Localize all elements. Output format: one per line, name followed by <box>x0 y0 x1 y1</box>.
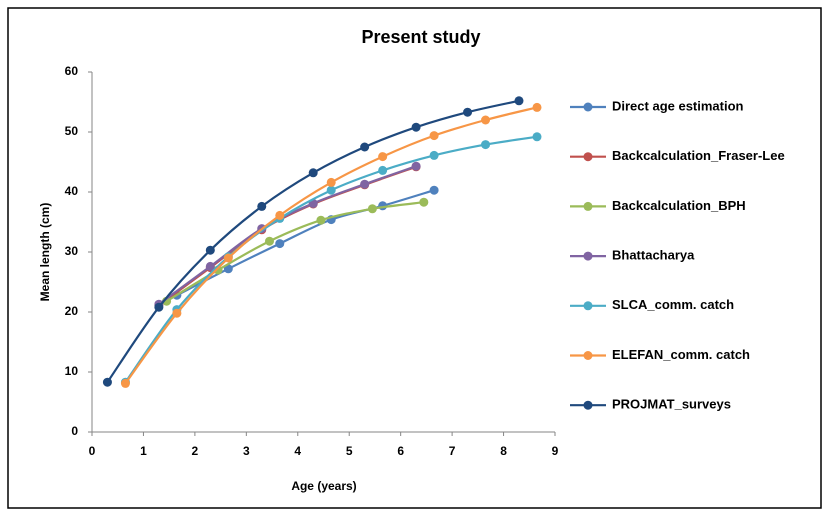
series-line <box>106 99 520 383</box>
legend-marker <box>583 400 593 410</box>
legend-marker <box>583 201 593 211</box>
data-point <box>326 185 336 195</box>
data-point <box>419 197 429 207</box>
x-tick-label: 8 <box>500 444 507 458</box>
legend-marker <box>583 351 593 360</box>
data-point <box>532 102 542 112</box>
series-line <box>124 106 538 385</box>
data-point <box>360 179 370 189</box>
x-tick-label: 0 <box>89 444 96 458</box>
legend-label: Backcalculation_BPH <box>612 198 746 213</box>
legend-label: Bhattacharya <box>612 248 695 263</box>
data-point <box>223 253 233 263</box>
x-tick-label: 4 <box>294 444 301 458</box>
data-point <box>481 115 491 125</box>
data-point <box>264 236 274 246</box>
data-point <box>411 122 421 132</box>
legend-label: ELEFAN_comm. catch <box>612 347 750 362</box>
chart-frame <box>7 7 822 509</box>
x-tick-label: 9 <box>552 444 559 458</box>
data-point <box>257 201 267 211</box>
data-point <box>308 168 318 178</box>
series-line <box>176 189 435 297</box>
y-tick-label: 40 <box>65 184 79 198</box>
legend-marker <box>583 251 593 261</box>
series-line <box>158 165 417 306</box>
data-point <box>514 96 524 106</box>
data-point <box>378 165 388 175</box>
data-point <box>326 177 336 187</box>
legend-marker <box>583 102 593 112</box>
legend-label: Direct age estimation <box>612 98 744 113</box>
chart-title: Present study <box>361 27 480 47</box>
x-tick-label: 3 <box>243 444 250 458</box>
x-tick-label: 7 <box>449 444 456 458</box>
legend-label: PROJMAT_surveys <box>612 397 731 412</box>
y-tick-label: 30 <box>65 244 79 258</box>
data-point <box>102 377 112 387</box>
x-tick-label: 1 <box>140 444 147 458</box>
data-point <box>205 261 215 271</box>
data-point <box>172 308 182 318</box>
legend-marker <box>583 152 593 162</box>
x-axis-label: Age (years) <box>291 479 356 493</box>
series-line <box>124 135 538 383</box>
legend-marker <box>583 301 593 311</box>
legend-label: SLCA_comm. catch <box>612 297 734 312</box>
data-point <box>532 132 542 142</box>
y-tick-label: 0 <box>71 424 78 438</box>
data-point <box>481 140 491 150</box>
data-point <box>360 142 370 152</box>
data-point <box>205 245 215 255</box>
data-point <box>367 204 377 214</box>
data-point <box>463 107 473 117</box>
x-tick-label: 6 <box>397 444 404 458</box>
data-point <box>275 210 285 220</box>
data-point <box>154 302 164 312</box>
data-point <box>378 152 388 162</box>
data-point <box>429 185 439 195</box>
y-tick-label: 60 <box>65 64 79 78</box>
data-point <box>429 150 439 160</box>
x-tick-label: 2 <box>192 444 199 458</box>
data-point <box>275 239 285 249</box>
y-axis-label: Mean length (cm) <box>38 203 52 302</box>
y-tick-label: 10 <box>65 364 79 378</box>
data-point <box>120 378 130 388</box>
data-point <box>429 131 439 141</box>
y-tick-label: 50 <box>65 124 79 138</box>
data-point <box>411 161 421 171</box>
x-tick-label: 5 <box>346 444 353 458</box>
y-tick-label: 20 <box>65 304 79 318</box>
legend-label: Backcalculation_Fraser-Lee <box>612 148 785 163</box>
data-point <box>316 215 326 225</box>
